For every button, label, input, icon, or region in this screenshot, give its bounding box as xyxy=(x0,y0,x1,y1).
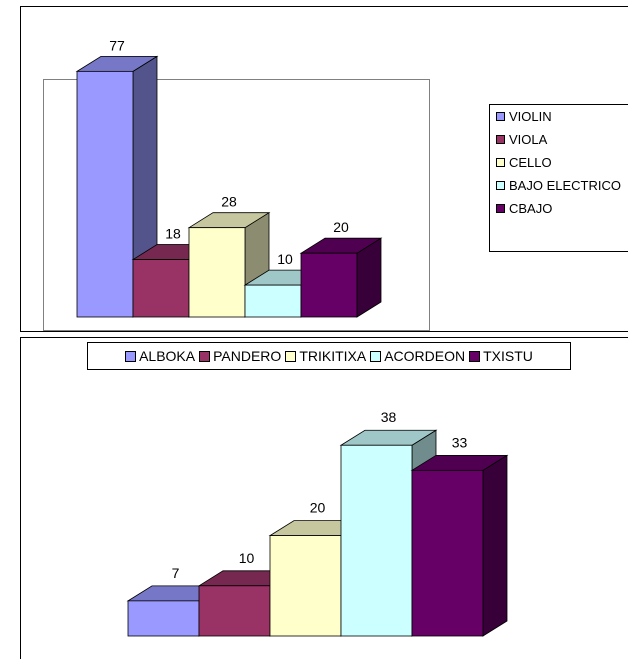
bar-side-face xyxy=(482,454,508,637)
chart-1-data-label-cbajo: 20 xyxy=(333,219,349,235)
chart-1-legend-swatch-bajo-electrico xyxy=(496,181,505,190)
chart-2-data-label-acordeon: 38 xyxy=(381,409,397,425)
chart-1-legend-label: BAJO ELECTRICO xyxy=(509,178,621,193)
chart-1-legend-label: VIOLA xyxy=(509,132,548,147)
bar-front-face xyxy=(340,444,413,637)
chart-2-legend-item: ACORDEON xyxy=(370,348,465,364)
chart-2-legend-label: TXISTU xyxy=(483,348,533,364)
chart-1-legend-swatch-violin xyxy=(496,112,505,121)
chart-1-plot-area xyxy=(43,79,430,331)
chart-1-legend-swatch-cello xyxy=(496,158,505,167)
chart-1-legend-swatch-viola xyxy=(496,135,505,144)
chart-1-data-label-viola: 18 xyxy=(165,226,181,242)
chart-2-bar-txistu: 33 xyxy=(410,434,509,637)
bar-front-face xyxy=(244,284,302,318)
chart-1-legend-item: VIOLIN xyxy=(490,105,628,128)
bar-front-face xyxy=(76,70,134,318)
chart-2-data-label-txistu: 33 xyxy=(452,434,468,450)
chart-1-legend-swatch-cbajo xyxy=(496,204,505,213)
chart-1-data-label-bajo-electrico: 10 xyxy=(277,251,293,267)
chart-2-legend-swatch-txistu xyxy=(469,350,481,362)
chart-2-data-label-pandero: 10 xyxy=(239,550,255,566)
chart-2-legend-label: TRIKITIXA xyxy=(299,348,367,364)
chart-2-data-label-trikitixa: 20 xyxy=(310,500,326,516)
chart-2-legend-swatch-trikitixa xyxy=(285,350,297,362)
bar-front-face xyxy=(269,535,342,637)
chart-1-data-label-violin: 77 xyxy=(109,37,125,53)
chart-1-legend: VIOLIN VIOLA CELLO BAJO ELECTRICO CBAJO xyxy=(489,104,628,252)
chart-2-legend-item: TRIKITIXA xyxy=(285,348,366,364)
chart-2-bars: 7 10 20 38 33 xyxy=(126,409,509,637)
bar-front-face xyxy=(188,227,246,318)
chart-1-legend-item: CELLO xyxy=(490,151,628,174)
chart-2-legend-swatch-alboka xyxy=(125,350,137,362)
chart-2-legend-swatch-acordeon xyxy=(370,350,382,362)
chart-1-legend-label: CBAJO xyxy=(509,201,553,216)
bar-front-face xyxy=(127,600,200,637)
chart-2-legend-label: PANDERO xyxy=(213,348,282,364)
chart-2-legend: ALBOKA PANDERO TRIKITIXA ACORDEON TXISTU xyxy=(87,342,571,370)
chart-1-legend-item: VIOLA xyxy=(490,128,628,151)
chart-1-legend-label: CELLO xyxy=(509,155,552,170)
bar-front-face xyxy=(300,252,358,318)
chart-1-bar-cbajo: 20 xyxy=(299,219,383,318)
chart-2-legend-swatch-pandero xyxy=(199,350,211,362)
chart-2-legend-item: TXISTU xyxy=(469,348,533,364)
chart-1-legend-item: BAJO ELECTRICO xyxy=(490,174,628,197)
bar-front-face xyxy=(132,259,190,318)
chart-1-legend-label: VIOLIN xyxy=(509,109,552,124)
chart-2-legend-item: PANDERO xyxy=(199,348,281,364)
chart-1-bars: 77 18 28 10 20 xyxy=(75,37,383,318)
chart-2-legend-label: ACORDEON xyxy=(384,348,466,364)
chart-1-legend-item: CBAJO xyxy=(490,197,628,220)
chart-2-legend-item: ALBOKA xyxy=(125,348,195,364)
bar-front-face xyxy=(411,469,484,637)
bar-front-face xyxy=(198,585,271,637)
chart-2-legend-label: ALBOKA xyxy=(139,348,196,364)
chart-1-data-label-cello: 28 xyxy=(221,194,237,210)
chart-2-data-label-alboka: 7 xyxy=(172,565,180,581)
